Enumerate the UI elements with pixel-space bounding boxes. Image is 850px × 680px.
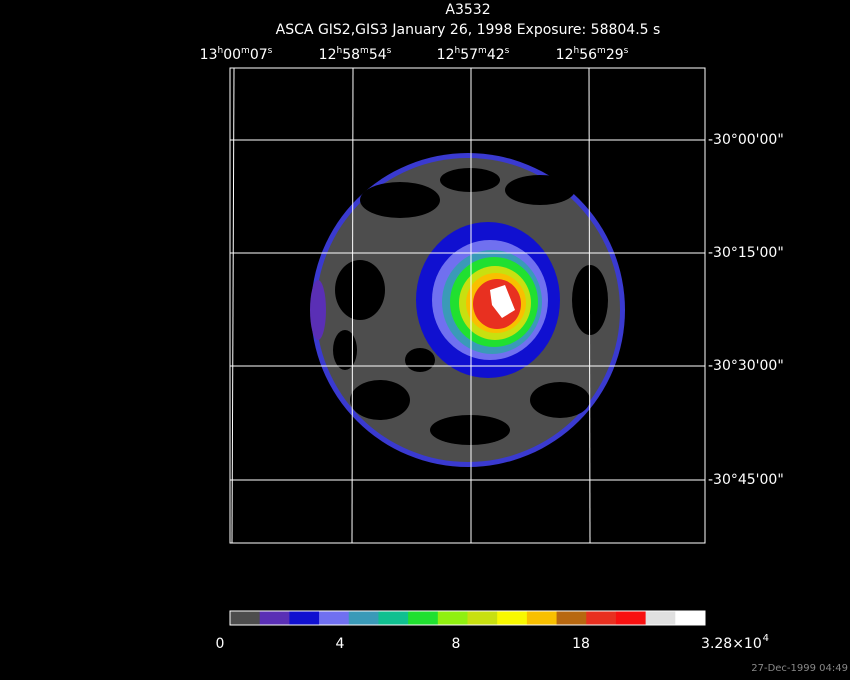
colorbar-cell — [289, 611, 320, 625]
dec-label: -30°30'00" — [708, 358, 784, 374]
colorbar-frame — [229, 610, 706, 626]
colorbar-cell — [675, 611, 706, 625]
colorbar-label: 18 — [572, 636, 590, 652]
dec-label: -30°15'00" — [708, 245, 784, 261]
frame — [229, 67, 706, 544]
ra-label: 12h58m54s — [319, 46, 392, 64]
dec-label: -30°45'00" — [708, 472, 784, 488]
colorbar-cell — [467, 611, 498, 625]
colorbar-cell — [615, 611, 647, 625]
colorbar-cell — [348, 611, 379, 625]
colorbar — [230, 611, 706, 625]
coord-grid — [230, 67, 705, 544]
colorbar-cell — [408, 611, 439, 625]
ra-label: 13h00m07s — [200, 46, 273, 64]
colorbar-label: 4 — [336, 636, 345, 652]
colorbar-cell — [230, 611, 261, 625]
colorbar-label: 0 — [216, 636, 225, 652]
colorbar-cell — [319, 611, 350, 625]
dec-label: -30°00'00" — [708, 132, 784, 148]
ra-label: 12h57m42s — [437, 46, 510, 64]
colorbar-cell — [526, 611, 558, 625]
colorbar-label: 3.28×10^4 — [701, 633, 769, 652]
colorbar-cell — [645, 611, 676, 625]
xray-image — [310, 153, 625, 467]
colorbar-cell — [259, 611, 290, 625]
colorbar-cell — [437, 611, 468, 625]
colorbar-cell — [497, 611, 528, 625]
colorbar-cell — [378, 611, 409, 625]
colorbar-label: 8 — [452, 636, 461, 652]
subtitle: ASCA GIS2,GIS3 January 26, 1998 Exposure… — [276, 22, 661, 38]
ra-label: 12h56m29s — [556, 46, 629, 64]
noise — [333, 168, 608, 445]
timestamp: 27-Dec-1999 04:49 — [751, 663, 848, 674]
colorbar-cell — [586, 611, 617, 625]
title: A3532 — [445, 2, 490, 18]
colorbar-cell — [556, 611, 587, 625]
